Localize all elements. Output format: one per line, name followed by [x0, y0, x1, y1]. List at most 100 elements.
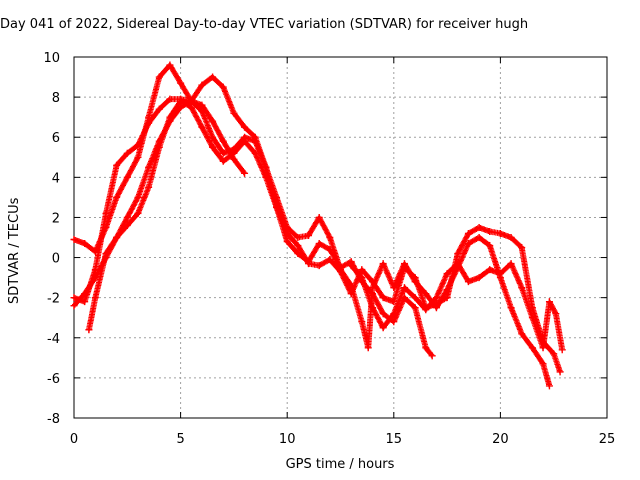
y-tick-label: -4 [47, 332, 60, 347]
x-axis: 0 5 10 15 20 25 [70, 57, 615, 447]
data-point [507, 260, 515, 268]
data-point [422, 306, 430, 314]
data-point [155, 105, 163, 113]
data-point [134, 141, 142, 149]
data-point [166, 113, 174, 121]
data-point [145, 183, 153, 191]
data-point [464, 240, 472, 248]
data-point [209, 73, 217, 81]
y-tick-label: 2 [52, 211, 60, 226]
data-point [496, 229, 504, 237]
data-point [113, 234, 121, 241]
data-point [166, 95, 174, 103]
data-point [219, 149, 227, 157]
y-tick-label: -8 [47, 412, 60, 427]
data-point [315, 262, 323, 270]
data-point [241, 123, 249, 131]
data-point [454, 250, 462, 258]
plot-frame [73, 56, 608, 419]
data-point [558, 346, 566, 354]
y-tick-label: 8 [52, 91, 60, 106]
data-point [486, 242, 494, 250]
data-point [251, 149, 259, 157]
data-point [390, 310, 398, 318]
data-point [518, 330, 526, 338]
data-point [475, 234, 483, 241]
data-point [390, 318, 398, 326]
data-point [315, 213, 323, 221]
data-point [545, 382, 553, 390]
data-point [102, 209, 110, 217]
data-point [432, 294, 440, 302]
y-tick-label: 6 [52, 131, 60, 146]
data-point [209, 133, 217, 141]
data-point [134, 209, 142, 217]
data-point [305, 260, 313, 268]
x-axis-label: GPS time / hours [285, 457, 395, 472]
data-point [556, 368, 564, 376]
data-point [400, 284, 408, 292]
y-tick-label: -6 [47, 372, 60, 387]
series-arc-5 [347, 260, 566, 354]
data-point [528, 314, 536, 322]
data-point [305, 231, 313, 239]
data-point [379, 260, 387, 268]
series-arc-3 [70, 97, 553, 390]
data-point [241, 169, 249, 177]
data-point [81, 290, 89, 298]
x-tick-label: 20 [492, 432, 509, 447]
data-point [230, 109, 238, 117]
data-point [81, 298, 89, 306]
data-point [262, 173, 270, 181]
data-point [422, 344, 430, 352]
data-point [134, 153, 142, 161]
data-point [507, 304, 515, 312]
data-point [91, 294, 99, 302]
data-point [486, 227, 494, 235]
data-point [518, 284, 526, 292]
y-tick-label: -2 [47, 292, 60, 307]
x-tick-label: 10 [279, 432, 296, 447]
data-point [70, 236, 78, 244]
data-point [411, 304, 419, 312]
data-point [528, 344, 536, 352]
y-axis: -8 -6 -4 -2 0 2 4 6 8 10 [43, 51, 607, 427]
data-point [552, 310, 560, 318]
data-point [347, 290, 355, 298]
data-point [364, 344, 372, 352]
data-point [198, 101, 206, 109]
data-point [294, 234, 302, 241]
data-point [283, 238, 291, 246]
data-point [428, 352, 436, 360]
data-point [358, 266, 366, 274]
data-point [443, 270, 451, 278]
data-point [85, 326, 93, 334]
data-point [550, 350, 558, 358]
data-point [539, 360, 547, 368]
data-point [411, 294, 419, 302]
data-point [230, 155, 238, 163]
x-tick-label: 25 [599, 432, 616, 447]
data-point [155, 73, 163, 81]
data-point [81, 240, 89, 248]
data-point [177, 97, 185, 105]
y-tick-label: 10 [43, 51, 60, 66]
data-point [545, 298, 553, 306]
data-point [496, 270, 504, 278]
data-point [177, 79, 185, 87]
x-tick-label: 15 [386, 432, 403, 447]
data-point [283, 229, 291, 237]
data-point [411, 274, 419, 282]
data-point [134, 193, 142, 201]
data-point [102, 250, 110, 258]
data-point [368, 278, 376, 286]
data-point [358, 318, 366, 326]
data-point [507, 234, 515, 241]
data-point [539, 344, 547, 352]
data-point [315, 240, 323, 248]
data-point [123, 221, 131, 229]
data-point [475, 223, 483, 231]
data-point [475, 274, 483, 282]
data-point [70, 294, 78, 302]
data-point [209, 117, 217, 125]
